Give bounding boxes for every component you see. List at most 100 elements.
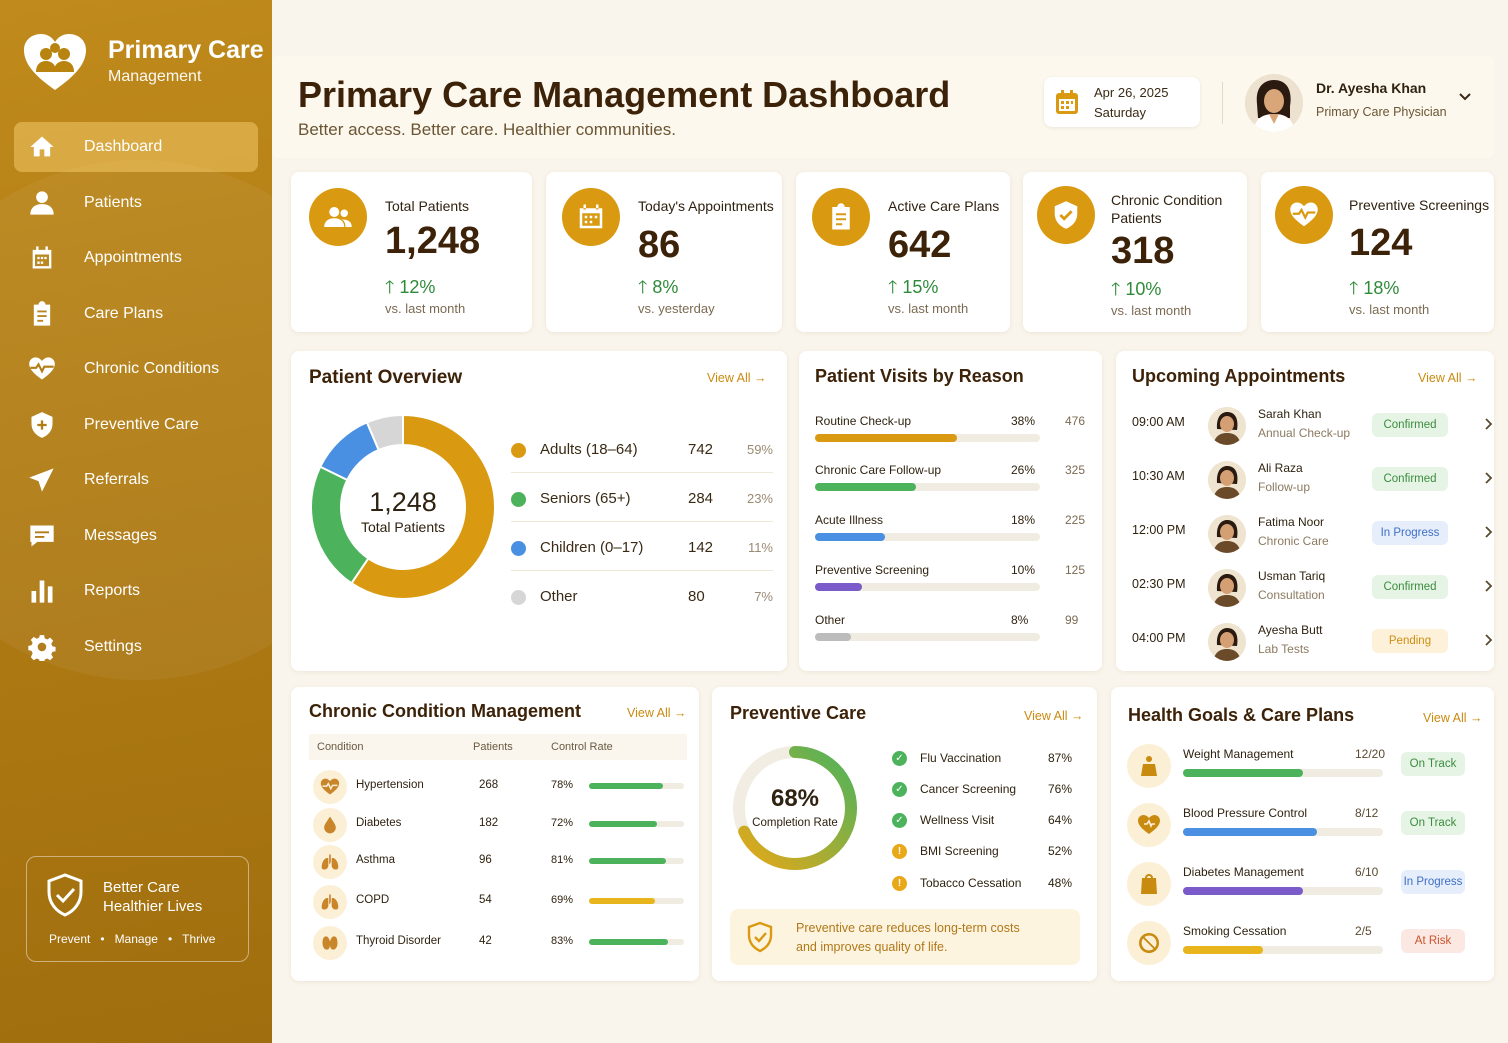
calendar-icon (1056, 90, 1078, 114)
appointment-row[interactable]: 10:30 AM Ali Raza Follow-up Confirmed (1132, 459, 1493, 505)
sidebar-item-patients[interactable]: Patients (14, 178, 258, 228)
view-all-link[interactable]: View All → (1024, 709, 1084, 723)
goal-row[interactable]: Blood Pressure Control 8/12 On Track (1127, 803, 1482, 849)
sidebar-item-chronic-conditions[interactable]: Chronic Conditions (14, 344, 258, 394)
message-icon (26, 520, 58, 552)
view-all-label: View All (1024, 709, 1068, 723)
shield-check-icon (1037, 186, 1095, 244)
view-all-link[interactable]: View All → (627, 706, 687, 720)
appointment-row[interactable]: 12:00 PM Fatima Noor Chronic Care In Progre… (1132, 513, 1493, 559)
sidebar-item-appointments[interactable]: Appointments (14, 233, 258, 283)
goal-row[interactable]: Diabetes Management 6/10 In Progress (1127, 862, 1482, 908)
goal-progress-text: 2/5 (1355, 924, 1372, 938)
donut-center-label: Total Patients (360, 519, 446, 535)
upcoming-appointments-card: Upcoming Appointments View All → 09:00 A… (1116, 351, 1494, 671)
stat-value: 124 (1349, 222, 1413, 264)
visit-reason-label: Acute Illness (815, 513, 884, 527)
condition-row[interactable]: Asthma 96 81% (309, 845, 687, 881)
page-header: Primary Care Management Dashboard Better… (272, 56, 1494, 158)
control-rate: 83% (551, 935, 574, 947)
condition-patients: 42 (479, 935, 492, 947)
appointment-time: 10:30 AM (1132, 469, 1185, 483)
promo-tag: Prevent (49, 932, 91, 946)
stat-change: 🡑 10% (1111, 277, 1161, 307)
column-header: Patients (473, 741, 513, 753)
legend-swatch (511, 590, 526, 605)
stat-compare: vs. last month (1349, 302, 1430, 317)
condition-row[interactable]: COPD 54 69% (309, 885, 687, 921)
preventive-item: ! Tobacco Cessation 48% (892, 874, 1072, 894)
stat-card-care-plans[interactable]: Active Care Plans 642 🡑 15% vs. last mon… (796, 172, 1010, 332)
gear-icon (26, 631, 58, 663)
arrow-up-icon: 🡑 (638, 277, 653, 297)
section-title: Health Goals & Care Plans (1128, 705, 1355, 725)
progress-bar (589, 858, 666, 864)
calendar-icon (26, 242, 58, 274)
status-badge: On Track (1401, 811, 1465, 835)
chevron-down-icon[interactable] (1458, 90, 1472, 104)
stat-card-chronic-patients[interactable]: Chronic Condition Patients 318 🡑 10% vs.… (1023, 172, 1247, 332)
sidebar-item-settings[interactable]: Settings (14, 622, 258, 672)
goal-progress-text: 6/10 (1355, 865, 1379, 879)
view-all-link[interactable]: View All → (1418, 371, 1478, 385)
progress-track (589, 858, 684, 864)
legend-swatch (511, 541, 526, 556)
legend-item: Seniors (65+) 284 23% (511, 490, 773, 510)
view-all-link[interactable]: View All → (1423, 711, 1483, 725)
sidebar-item-label: Preventive Care (84, 415, 199, 433)
alert-circle-icon: ! (892, 876, 907, 891)
legend-value: 284 (688, 490, 714, 507)
condition-row[interactable]: Thyroid Disorder 42 83% (309, 926, 687, 962)
progress-track (589, 821, 684, 827)
condition-row[interactable]: Diabetes 182 72% (309, 808, 687, 844)
donut-slice[interactable] (365, 413, 404, 452)
stat-label: Today's Appointments (638, 198, 774, 214)
sidebar-item-messages[interactable]: Messages (14, 511, 258, 561)
visit-reason-percent: 26% (1011, 463, 1036, 477)
chevron-right-icon[interactable] (1484, 579, 1494, 593)
legend-value: 80 (688, 588, 705, 605)
goal-row[interactable]: Smoking Cessation 2/5 At Risk (1127, 921, 1482, 967)
stat-change-value: 10% (1125, 279, 1162, 299)
condition-row[interactable]: Hypertension 268 78% (309, 770, 687, 806)
preventive-item-label: BMI Screening (920, 844, 999, 858)
sidebar-item-care-plans[interactable]: Care Plans (14, 289, 258, 339)
section-title: Preventive Care (730, 703, 867, 723)
legend-item: Other 80 7% (511, 588, 773, 608)
progress-bar (1183, 946, 1263, 954)
check-circle-icon: ✓ (892, 813, 907, 828)
visit-reason-label: Chronic Care Follow-up (815, 463, 942, 477)
goal-row[interactable]: Weight Management 12/20 On Track (1127, 744, 1482, 790)
stat-card-preventive-screenings[interactable]: Preventive Screenings 124 🡑 18% vs. last… (1261, 172, 1494, 332)
chevron-right-icon[interactable] (1484, 525, 1494, 539)
chevron-right-icon[interactable] (1484, 471, 1494, 485)
preventive-item-percent: 48% (1047, 876, 1072, 890)
appointment-row[interactable]: 09:00 AM Sarah Khan Annual Check-up Confirm… (1132, 405, 1493, 451)
stat-change-value: 18% (1363, 278, 1400, 298)
donut-slice[interactable] (350, 413, 496, 600)
sidebar-item-preventive-care[interactable]: Preventive Care (14, 400, 258, 450)
stat-card-total-patients[interactable]: Total Patients 1,248 🡑 12% vs. last mont… (291, 172, 532, 332)
sidebar-nav: Dashboard Patients Appointments Care Pla… (14, 122, 258, 677)
sidebar-item-dashboard[interactable]: Dashboard (14, 122, 258, 172)
promo-line-1: Better Care (103, 879, 180, 896)
section-title: Patient Overview (309, 367, 463, 388)
stat-value: 1,248 (385, 220, 481, 262)
appointment-row[interactable]: 04:00 PM Ayesha Butt Lab Tests Pending (1132, 621, 1493, 667)
brand: Primary Care Management (22, 32, 264, 92)
view-all-link[interactable]: View All → (707, 371, 767, 385)
sidebar-item-referrals[interactable]: Referrals (14, 455, 258, 505)
bag-icon (1127, 862, 1171, 906)
chevron-right-icon[interactable] (1484, 417, 1494, 431)
stat-card-appointments[interactable]: Today's Appointments 86 🡑 8% vs. yesterd… (546, 172, 782, 332)
sidebar-item-reports[interactable]: Reports (14, 566, 258, 616)
appointment-row[interactable]: 02:30 PM Usman Tariq Consultation Confirmed (1132, 567, 1493, 613)
stat-label: Preventive Screenings (1349, 197, 1490, 213)
arrow-up-icon: 🡑 (1349, 278, 1364, 298)
date-picker[interactable]: Apr 26, 2025 Saturday (1044, 77, 1200, 127)
appointment-type: Consultation (1258, 588, 1325, 602)
progress-track (589, 783, 684, 789)
patient-avatar (1208, 407, 1246, 445)
user-avatar[interactable] (1245, 74, 1303, 132)
chevron-right-icon[interactable] (1484, 633, 1494, 647)
